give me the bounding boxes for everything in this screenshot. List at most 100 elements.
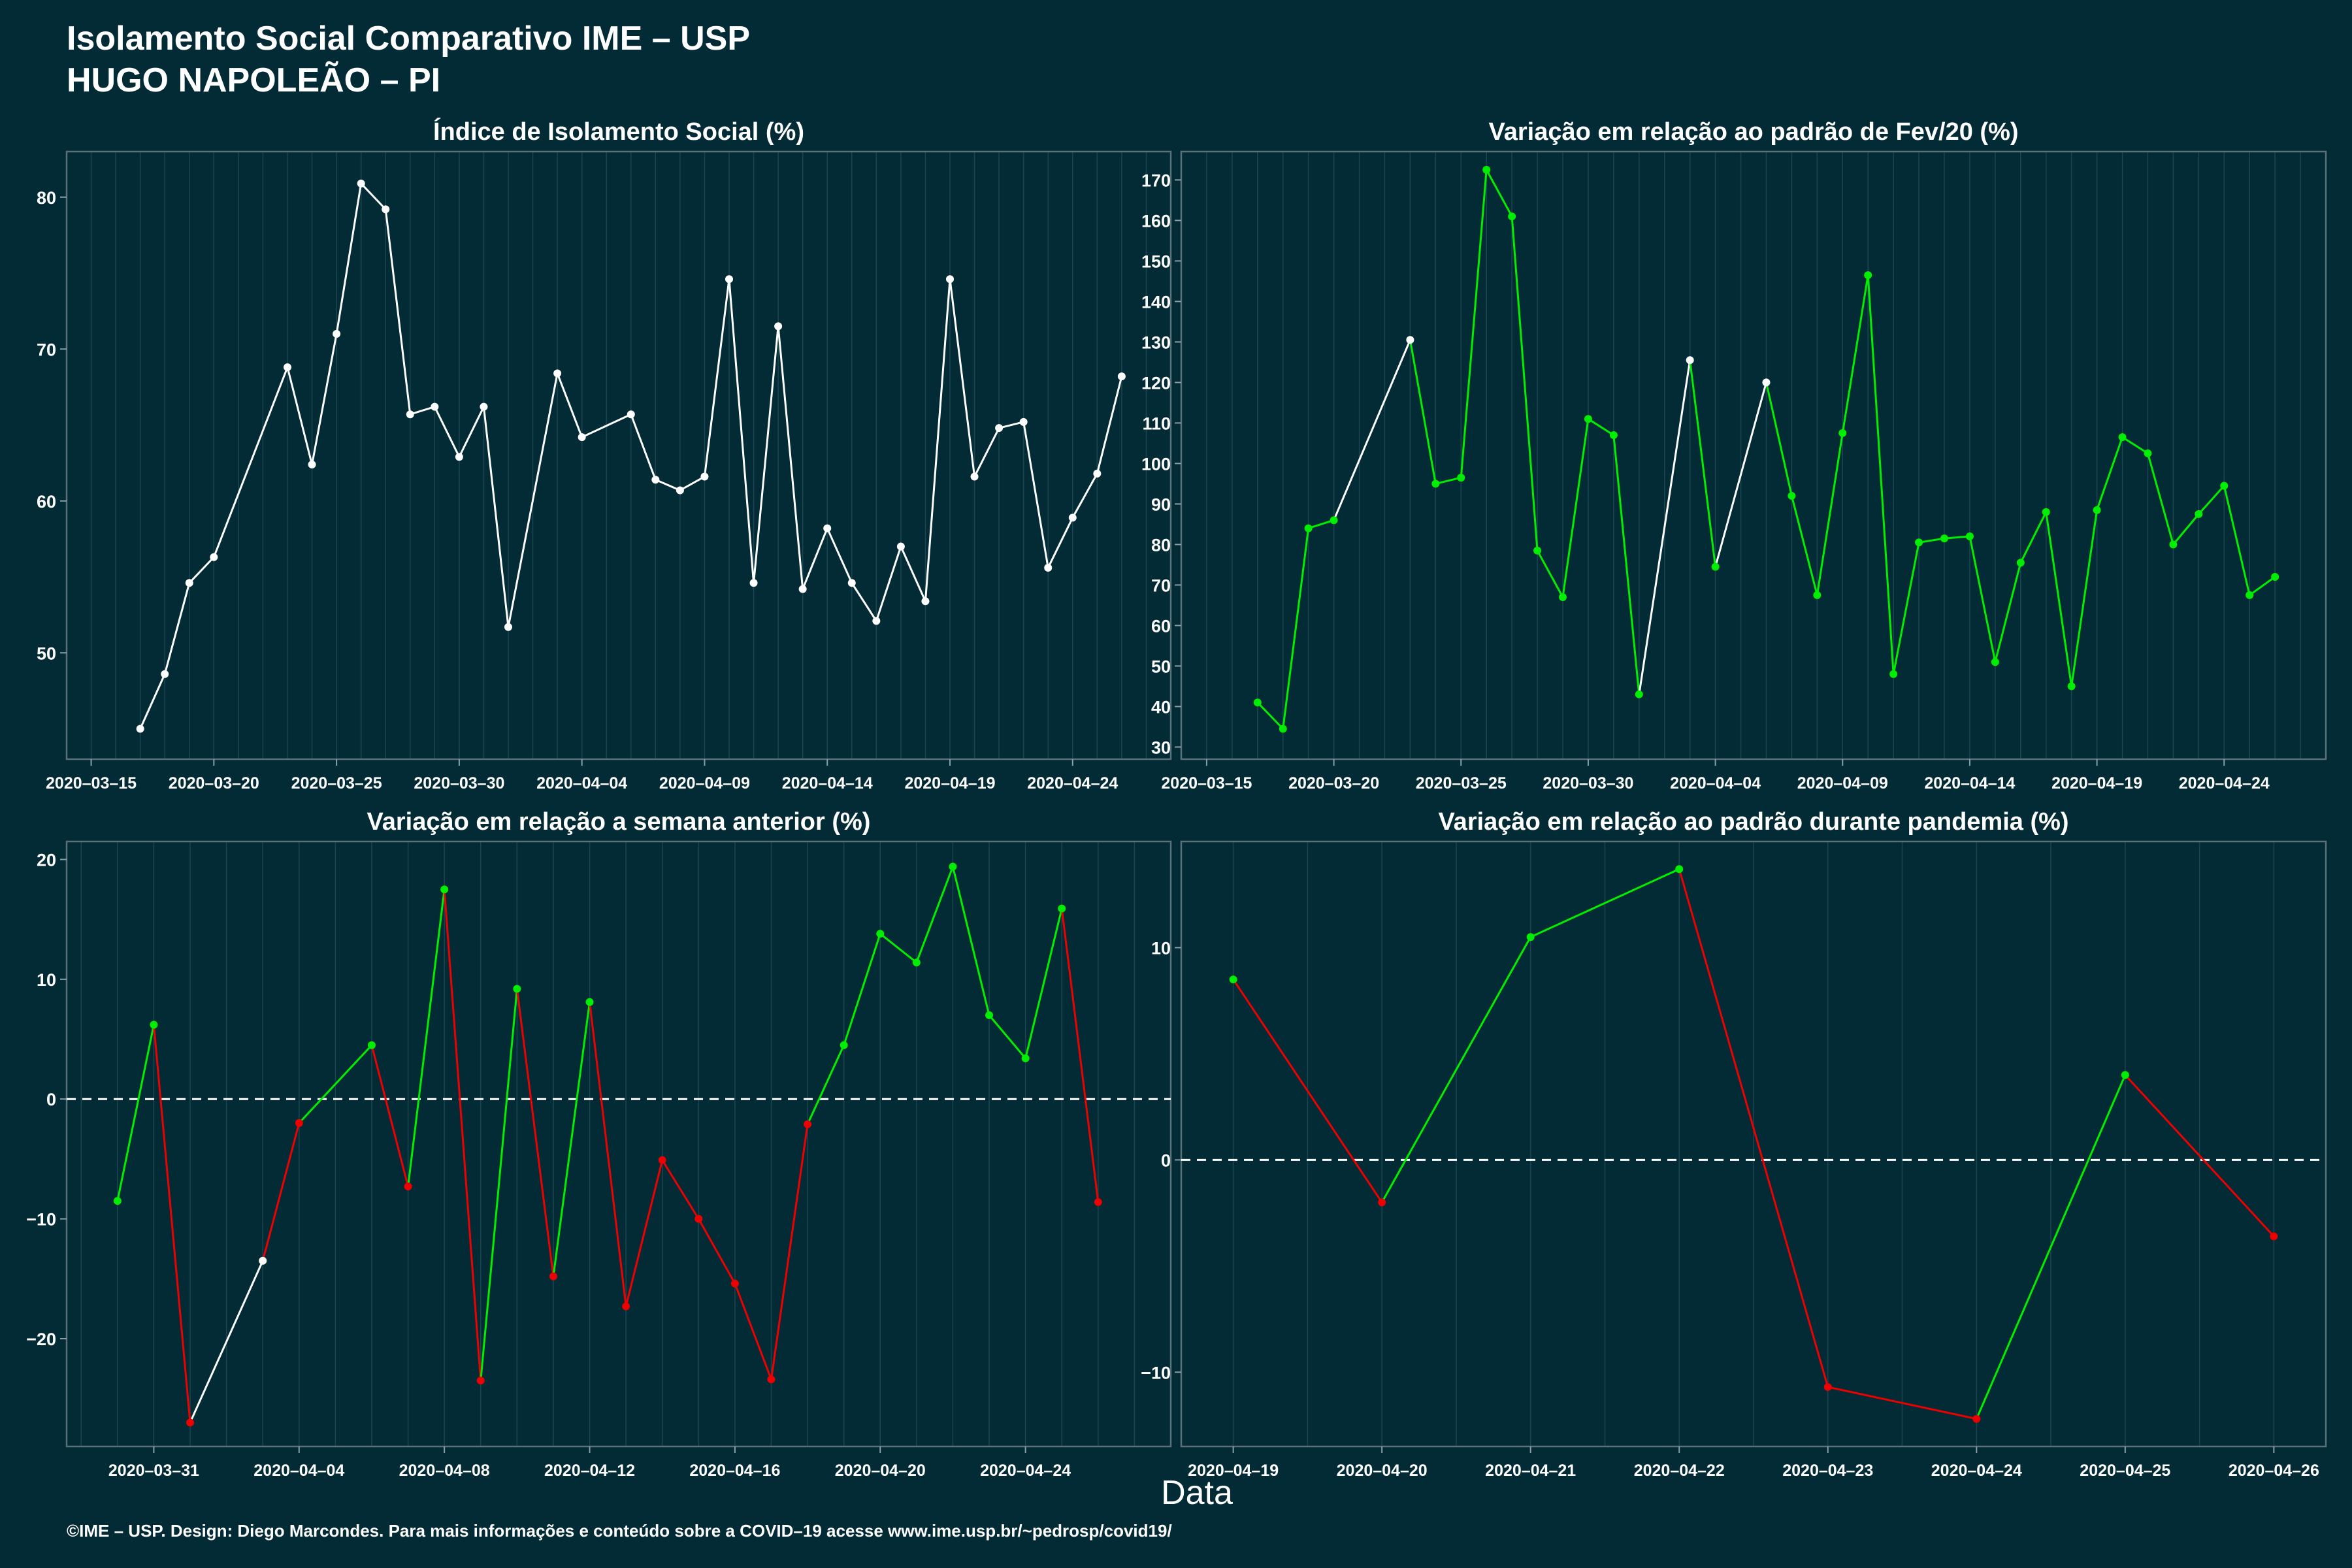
series-segment bbox=[1485, 169, 1513, 217]
y-tick-label: 130 bbox=[1141, 333, 1171, 352]
series-segment bbox=[1968, 536, 1997, 662]
series-segment bbox=[482, 406, 510, 627]
data-point bbox=[161, 670, 169, 678]
y-tick-label: 170 bbox=[1141, 171, 1171, 190]
data-point bbox=[1330, 516, 1338, 525]
series-segment bbox=[1765, 382, 1793, 497]
series-segment bbox=[1380, 936, 1532, 1203]
main-title-line1: Isolamento Social Comparativo IME – USP bbox=[67, 20, 750, 57]
series-segment bbox=[1096, 376, 1123, 474]
data-point bbox=[622, 1302, 630, 1311]
data-point bbox=[946, 275, 954, 284]
data-point bbox=[985, 1011, 994, 1019]
series-segment bbox=[2045, 512, 2073, 687]
x-tick-label: 2020–04–09 bbox=[659, 774, 750, 792]
series-segment bbox=[1994, 562, 2022, 662]
data-point bbox=[295, 1119, 303, 1127]
data-point bbox=[1044, 564, 1053, 572]
x-tick-label: 2020–04–04 bbox=[253, 1462, 344, 1480]
data-point bbox=[651, 476, 660, 484]
y-tick-label: −10 bbox=[1141, 1363, 1171, 1382]
data-point bbox=[404, 1183, 412, 1191]
series-segment bbox=[507, 373, 559, 628]
series-segment bbox=[770, 1124, 809, 1380]
y-tick-label: 70 bbox=[37, 340, 56, 359]
y-tick-label: 50 bbox=[1151, 657, 1171, 676]
series-segment bbox=[1867, 275, 1895, 674]
data-point bbox=[1253, 698, 1262, 707]
series-segment bbox=[1892, 542, 1920, 675]
series-segment bbox=[655, 478, 681, 491]
chart-panels: Índice de Isolamento Social (%) 50 60 70 80 2… bbox=[26, 117, 2327, 1480]
data-point bbox=[210, 553, 218, 561]
series-segment bbox=[703, 279, 730, 477]
series-segment bbox=[1460, 169, 1488, 478]
series-segment bbox=[286, 367, 314, 465]
y-tick-label: 30 bbox=[1151, 738, 1171, 757]
data-point bbox=[1279, 725, 1287, 733]
x-tick-label: 2020–04–08 bbox=[399, 1462, 490, 1480]
series-segment bbox=[2172, 513, 2200, 546]
x-tick-label: 2020–04–16 bbox=[689, 1462, 780, 1480]
data-point bbox=[1686, 356, 1694, 365]
data-point bbox=[455, 453, 463, 461]
data-point bbox=[504, 623, 512, 631]
series-segment bbox=[973, 427, 1000, 478]
series-segment bbox=[2198, 485, 2225, 515]
data-point bbox=[725, 275, 733, 284]
panel-frame bbox=[1180, 150, 2327, 760]
series-segment bbox=[515, 988, 555, 1277]
data-point bbox=[1838, 429, 1847, 437]
data-point bbox=[840, 1041, 848, 1049]
x-tick-label: 2020–04–22 bbox=[1634, 1462, 1725, 1480]
data-point bbox=[1533, 546, 1542, 555]
data-point bbox=[186, 1418, 195, 1427]
series-segment bbox=[1678, 868, 1829, 1388]
x-tick-label: 2020–04–26 bbox=[2229, 1462, 2319, 1480]
data-point bbox=[1675, 865, 1684, 874]
x-tick-label: 2020–04–24 bbox=[2179, 774, 2270, 792]
y-tick-label: 0 bbox=[46, 1090, 56, 1109]
x-tick-label: 2020–03–15 bbox=[46, 774, 137, 792]
y-tick-label: 100 bbox=[1141, 454, 1171, 474]
data-point bbox=[1021, 1054, 1030, 1062]
series-segment bbox=[1256, 702, 1284, 730]
y-tick-label: 160 bbox=[1141, 211, 1171, 231]
series-segment bbox=[458, 406, 485, 457]
series-segment bbox=[410, 406, 435, 416]
series-segment bbox=[139, 674, 166, 730]
data-point bbox=[847, 579, 856, 587]
x-tick-label: 2020–04–14 bbox=[1924, 774, 2015, 792]
data-point bbox=[1813, 591, 1821, 599]
series-segment bbox=[1530, 868, 1680, 938]
series-segment bbox=[1638, 360, 1691, 695]
data-point bbox=[1762, 378, 1771, 387]
data-point bbox=[113, 1197, 122, 1205]
x-tick-label: 2020–04–14 bbox=[782, 774, 873, 792]
series-segment bbox=[2070, 510, 2099, 687]
data-point bbox=[2271, 573, 2279, 581]
data-point bbox=[823, 524, 832, 532]
series-segment bbox=[915, 866, 954, 963]
data-point bbox=[284, 363, 291, 372]
panel-3: Variação em relação a semana anterior (%… bbox=[26, 808, 1172, 1480]
data-point bbox=[627, 410, 635, 419]
series-segment bbox=[1841, 274, 1869, 434]
data-point bbox=[970, 472, 979, 481]
y-tick-label: 0 bbox=[1161, 1151, 1171, 1170]
data-point bbox=[1823, 1383, 1832, 1392]
x-tick-label: 2020–04–21 bbox=[1485, 1462, 1576, 1480]
data-point bbox=[774, 322, 783, 331]
series-segment bbox=[1588, 417, 1614, 436]
series-segment bbox=[2121, 436, 2149, 455]
series-segment bbox=[163, 582, 191, 675]
data-point bbox=[1229, 975, 1237, 984]
footer-credit: ©IME – USP. Design: Diego Marcondes. Par… bbox=[67, 1521, 1172, 1541]
y-tick-label: 60 bbox=[1151, 616, 1171, 636]
data-point bbox=[749, 579, 758, 587]
data-point bbox=[1915, 538, 1923, 547]
data-point bbox=[767, 1375, 776, 1384]
series-segment bbox=[1333, 339, 1411, 521]
series-segment bbox=[189, 1260, 264, 1423]
